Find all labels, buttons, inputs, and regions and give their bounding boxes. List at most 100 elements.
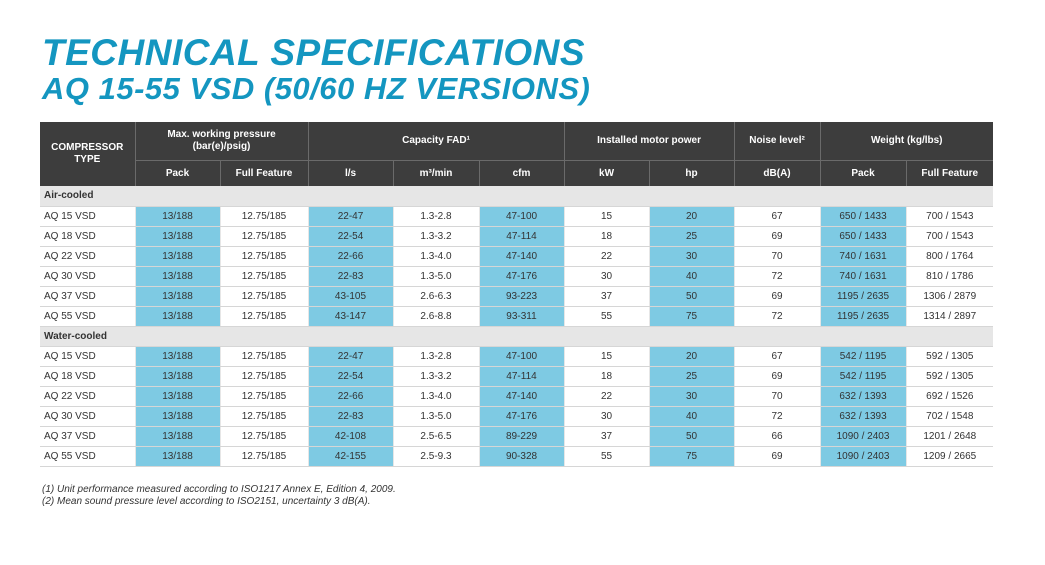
table-cell: 12.75/185	[219, 406, 308, 427]
table-cell: 12.75/185	[219, 286, 308, 307]
table-cell: 12.75/185	[219, 366, 308, 387]
table-cell: 1090 / 2403	[819, 426, 907, 447]
specifications-table: COMPRESSOR TYPE Max. working pressure (b…	[40, 122, 994, 467]
table-cell: 20	[648, 206, 735, 227]
subheader-full-feature: Full Feature	[219, 159, 308, 186]
table-cell: 43-105	[307, 286, 393, 307]
subheader-row: Pack Full Feature l/s m³/min cfm kW hp d…	[40, 159, 994, 186]
table-cell: 75	[648, 446, 735, 467]
table-cell: 650 / 1433	[819, 226, 907, 247]
table-cell: 75	[648, 306, 735, 327]
subheader-hp: hp	[648, 159, 735, 186]
table-cell: 50	[648, 286, 735, 307]
table-cell: 15	[563, 206, 650, 227]
table-cell: 20	[648, 346, 735, 367]
table-cell: 93-311	[478, 306, 565, 327]
subheader-pack: Pack	[134, 159, 220, 186]
table-body: Air-cooled AQ 15 VSD 13/188 12.75/185 22-47 1…	[40, 186, 994, 467]
table-cell: 1.3-2.8	[392, 206, 479, 227]
table-cell: 702 / 1548	[905, 406, 994, 427]
table-cell: 67	[733, 346, 821, 367]
table-cell: 1314 / 2897	[905, 306, 994, 327]
table-row: AQ 55 VSD 13/188 12.75/185 43-147 2.6-8.8 93-…	[40, 306, 994, 327]
table-cell: 13/188	[134, 226, 220, 247]
model-cell: AQ 22 VSD	[40, 246, 135, 267]
table-cell: 50	[648, 426, 735, 447]
table-cell: 740 / 1631	[819, 266, 907, 287]
table-cell: 13/188	[134, 446, 220, 467]
subheader-cfm: cfm	[478, 159, 565, 186]
table-row: AQ 18 VSD 13/188 12.75/185 22-54 1.3-3.2 47-1…	[40, 226, 994, 247]
table-cell: 55	[563, 306, 650, 327]
table-cell: 1.3-4.0	[392, 246, 479, 267]
table-cell: 70	[733, 386, 821, 407]
table-cell: 37	[563, 426, 650, 447]
table-cell: 37	[563, 286, 650, 307]
table-cell: 55	[563, 446, 650, 467]
table-row: AQ 30 VSD 13/188 12.75/185 22-83 1.3-5.0 47-1…	[40, 406, 994, 427]
table-cell: 1.3-5.0	[392, 406, 479, 427]
table-cell: 22	[563, 386, 650, 407]
table-row: AQ 55 VSD 13/188 12.75/185 42-155 2.5-9.3 90-…	[40, 446, 994, 467]
model-cell: AQ 30 VSD	[40, 406, 135, 427]
table-cell: 700 / 1543	[905, 206, 994, 227]
table-cell: 13/188	[134, 386, 220, 407]
subheader-ls: l/s	[307, 159, 393, 186]
table-cell: 42-108	[307, 426, 393, 447]
table-cell: 22-83	[307, 406, 393, 427]
table-cell: 70	[733, 246, 821, 267]
table-cell: 25	[648, 366, 735, 387]
table-cell: 1.3-2.8	[392, 346, 479, 367]
table-cell: 22-54	[307, 226, 393, 247]
table-cell: 810 / 1786	[905, 266, 994, 287]
model-cell: AQ 30 VSD	[40, 266, 135, 287]
table-cell: 13/188	[134, 286, 220, 307]
table-cell: 13/188	[134, 206, 220, 227]
table-cell: 13/188	[134, 426, 220, 447]
table-cell: 40	[648, 406, 735, 427]
table-cell: 700 / 1543	[905, 226, 994, 247]
table-cell: 90-328	[478, 446, 565, 467]
table-cell: 30	[648, 246, 735, 267]
table-row: AQ 30 VSD 13/188 12.75/185 22-83 1.3-5.0 47-1…	[40, 266, 994, 287]
table-cell: 592 / 1305	[905, 366, 994, 387]
table-cell: 30	[563, 406, 650, 427]
table-cell: 72	[733, 306, 821, 327]
table-cell: 13/188	[134, 246, 220, 267]
table-cell: 47-100	[478, 346, 565, 367]
subheader-m3min: m³/min	[392, 159, 479, 186]
table-cell: 2.5-9.3	[392, 446, 479, 467]
table-cell: 69	[733, 366, 821, 387]
table-cell: 13/188	[134, 366, 220, 387]
footnotes: (1) Unit performance measured according …	[42, 484, 396, 508]
header-weight: Weight (kg/lbs)	[819, 122, 994, 160]
header-row: COMPRESSOR TYPE Max. working pressure (b…	[40, 122, 994, 186]
table-cell: 1.3-3.2	[392, 226, 479, 247]
model-cell: AQ 18 VSD	[40, 226, 135, 247]
table-cell: 40	[648, 266, 735, 287]
header-motor-power: Installed motor power	[563, 122, 735, 160]
page-subtitle: AQ 15-55 VSD (50/60 HZ VERSIONS)	[42, 71, 591, 106]
table-cell: 22-54	[307, 366, 393, 387]
table-cell: 22-47	[307, 346, 393, 367]
table-cell: 2.5-6.5	[392, 426, 479, 447]
table-cell: 25	[648, 226, 735, 247]
table-cell: 30	[563, 266, 650, 287]
table-cell: 13/188	[134, 406, 220, 427]
section-filler	[135, 326, 994, 347]
table-cell: 47-114	[478, 226, 565, 247]
table-row: AQ 22 VSD 13/188 12.75/185 22-66 1.3-4.0 47-1…	[40, 246, 994, 267]
section-row: Water-cooled	[40, 326, 994, 347]
table-cell: 13/188	[134, 346, 220, 367]
subheader-kw: kW	[563, 159, 650, 186]
model-cell: AQ 55 VSD	[40, 306, 135, 327]
model-cell: AQ 22 VSD	[40, 386, 135, 407]
table-cell: 692 / 1526	[905, 386, 994, 407]
table-cell: 1.3-5.0	[392, 266, 479, 287]
section-label: Water-cooled	[40, 326, 135, 347]
table-cell: 47-140	[478, 246, 565, 267]
table-cell: 1195 / 2635	[819, 306, 907, 327]
table-cell: 542 / 1195	[819, 346, 907, 367]
table-cell: 18	[563, 226, 650, 247]
table-cell: 2.6-6.3	[392, 286, 479, 307]
